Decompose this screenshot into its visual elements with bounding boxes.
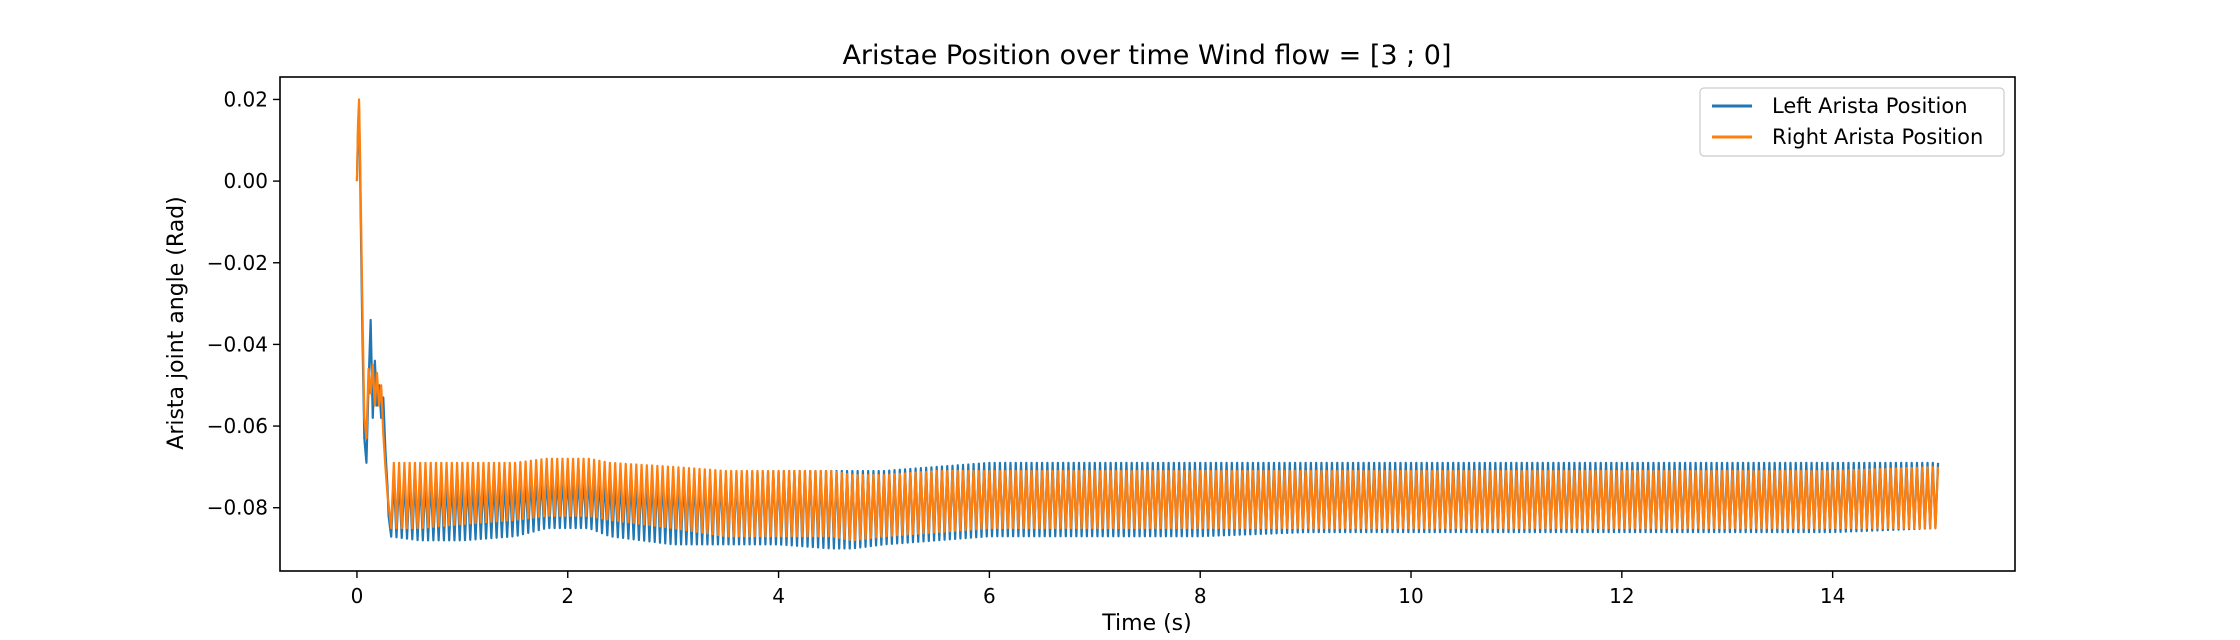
x-tick-label: 0 bbox=[351, 584, 364, 608]
y-tick-label: −0.08 bbox=[207, 496, 268, 520]
x-tick-label: 10 bbox=[1398, 584, 1423, 608]
x-axis-label: Time (s) bbox=[1101, 611, 1191, 636]
y-tick-label: 0.02 bbox=[223, 87, 268, 111]
plot-frame bbox=[279, 76, 2016, 572]
legend-box bbox=[1699, 87, 2005, 157]
x-tick-label: 14 bbox=[1820, 584, 1845, 608]
legend-label-left: Left Arista Position bbox=[1772, 94, 1968, 118]
series-layer bbox=[355, 98, 1940, 550]
x-tick-label: 6 bbox=[983, 584, 996, 608]
x-tick-label: 12 bbox=[1609, 584, 1634, 608]
legend-label-right: Right Arista Position bbox=[1772, 125, 1983, 149]
y-axis: 0.02 0.00 −0.02 −0.04 −0.06 −0.08 bbox=[207, 87, 280, 520]
x-axis: 0 2 4 6 8 10 12 14 bbox=[351, 571, 1845, 608]
x-tick-label: 2 bbox=[561, 584, 574, 608]
series-line-right-arista bbox=[355, 98, 1940, 542]
legend: Left Arista Position Right Arista Positi… bbox=[1699, 87, 2005, 157]
x-tick-label: 4 bbox=[772, 584, 785, 608]
y-tick-label: −0.02 bbox=[207, 251, 268, 275]
y-tick-label: −0.06 bbox=[207, 414, 268, 438]
x-tick-label: 8 bbox=[1194, 584, 1207, 608]
chart-title: Aristae Position over time Wind flow = [… bbox=[842, 40, 1451, 71]
y-axis-label: Arista joint angle (Rad) bbox=[164, 196, 189, 449]
y-tick-label: −0.04 bbox=[207, 332, 268, 356]
y-tick-label: 0.00 bbox=[223, 169, 268, 193]
